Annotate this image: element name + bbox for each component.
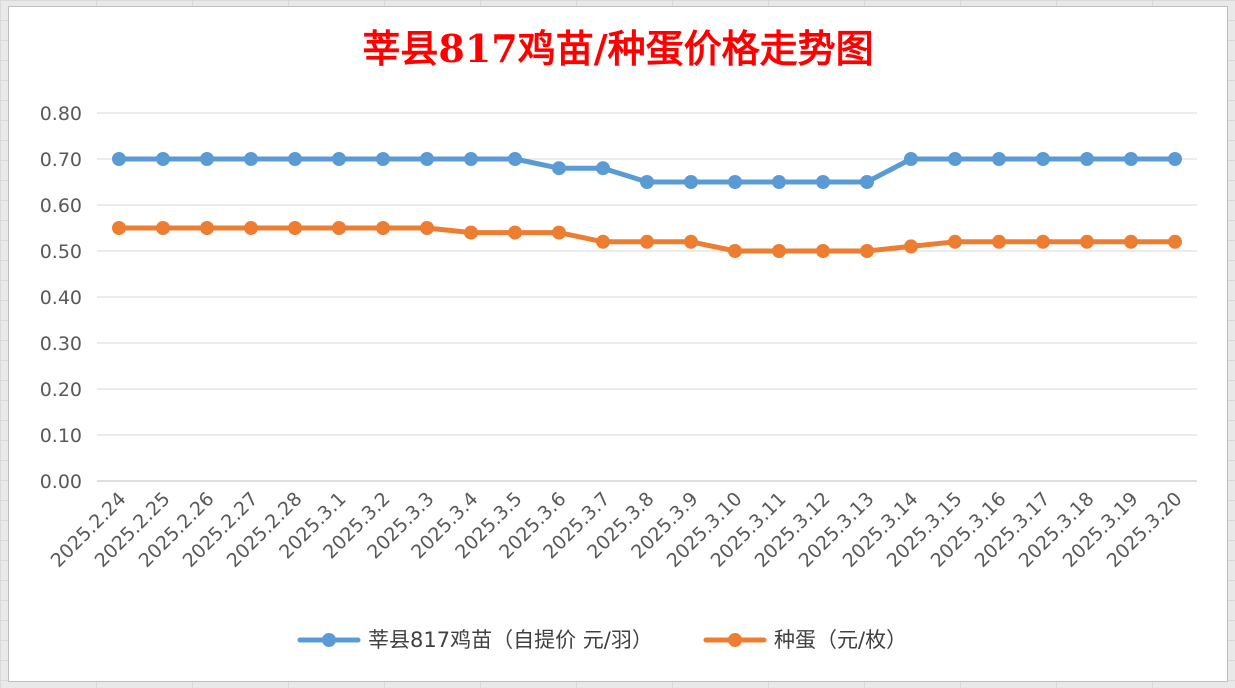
data-point[interactable] [376,152,390,166]
y-tick-label: 0.00 [40,471,82,493]
data-point[interactable] [728,244,742,258]
data-point[interactable] [860,244,874,258]
data-point[interactable] [464,152,478,166]
data-point[interactable] [156,221,170,235]
chart-area[interactable] [8,6,1228,682]
series-2 [112,221,1182,258]
y-tick-label: 0.30 [40,333,82,355]
data-point[interactable] [376,221,390,235]
data-point[interactable] [948,152,962,166]
legend-label: 莘县817鸡苗（自提价 元/羽） [368,628,653,652]
y-tick-label: 0.40 [40,287,82,309]
y-tick-label: 0.70 [40,149,82,171]
data-point[interactable] [596,161,610,176]
data-point[interactable] [112,152,126,166]
data-point[interactable] [992,152,1006,166]
data-point[interactable] [1080,234,1094,249]
y-tick-label: 0.50 [40,241,82,263]
gridlines [97,112,1197,482]
data-point[interactable] [332,221,346,235]
data-point[interactable] [772,244,786,258]
data-point[interactable] [1080,152,1094,166]
data-point[interactable] [508,152,522,166]
data-point[interactable] [816,175,830,189]
data-point[interactable] [640,234,654,249]
x-axis-tick-labels: 2025.2.242025.2.252025.2.262025.2.272025… [47,488,1187,572]
data-point[interactable] [288,152,302,166]
legend-item[interactable]: 莘县817鸡苗（自提价 元/羽） [297,628,653,652]
y-axis-tick-labels: 0.00 0.10 0.20 0.30 0.40 0.50 0.60 0.70 0.80 [40,103,82,493]
legend-swatch-marker [728,633,742,647]
data-point[interactable] [552,225,566,240]
y-tick-label: 0.10 [40,425,82,447]
legend-item[interactable]: 种蛋（元/枚） [703,628,907,652]
data-point[interactable] [1168,152,1182,166]
data-point[interactable] [684,175,698,189]
data-point[interactable] [508,225,522,240]
data-point[interactable] [684,234,698,249]
data-point[interactable] [112,221,126,235]
data-point[interactable] [288,221,302,235]
data-point[interactable] [860,175,874,189]
data-point[interactable] [596,234,610,249]
data-point[interactable] [244,221,258,235]
legend: 莘县817鸡苗（自提价 元/羽） 种蛋（元/枚） [297,628,907,652]
data-point[interactable] [156,152,170,166]
legend-label: 种蛋（元/枚） [774,628,907,652]
y-tick-label: 0.60 [40,195,82,217]
data-point[interactable] [948,234,962,249]
data-point[interactable] [420,221,434,235]
data-point[interactable] [200,221,214,235]
y-tick-label: 0.20 [40,379,82,401]
data-point[interactable] [1036,234,1050,249]
data-point[interactable] [244,152,258,166]
plot-series [112,152,1182,258]
data-point[interactable] [332,152,346,166]
data-point[interactable] [200,152,214,166]
series-1 [112,152,1182,189]
data-point[interactable] [640,175,654,189]
legend-swatch-marker [322,633,336,647]
data-point[interactable] [1124,234,1138,249]
y-tick-label: 0.80 [40,103,82,125]
data-point[interactable] [1036,152,1050,166]
data-point[interactable] [904,152,918,166]
chart-title: 莘县817鸡苗/种蛋价格走势图 [362,26,873,71]
data-point[interactable] [772,175,786,189]
data-point[interactable] [1168,234,1182,249]
data-point[interactable] [552,161,566,176]
data-point[interactable] [904,239,918,254]
data-point[interactable] [816,244,830,258]
data-point[interactable] [420,152,434,166]
data-point[interactable] [1124,152,1138,166]
data-point[interactable] [464,225,478,240]
data-point[interactable] [992,234,1006,249]
data-point[interactable] [728,175,742,189]
